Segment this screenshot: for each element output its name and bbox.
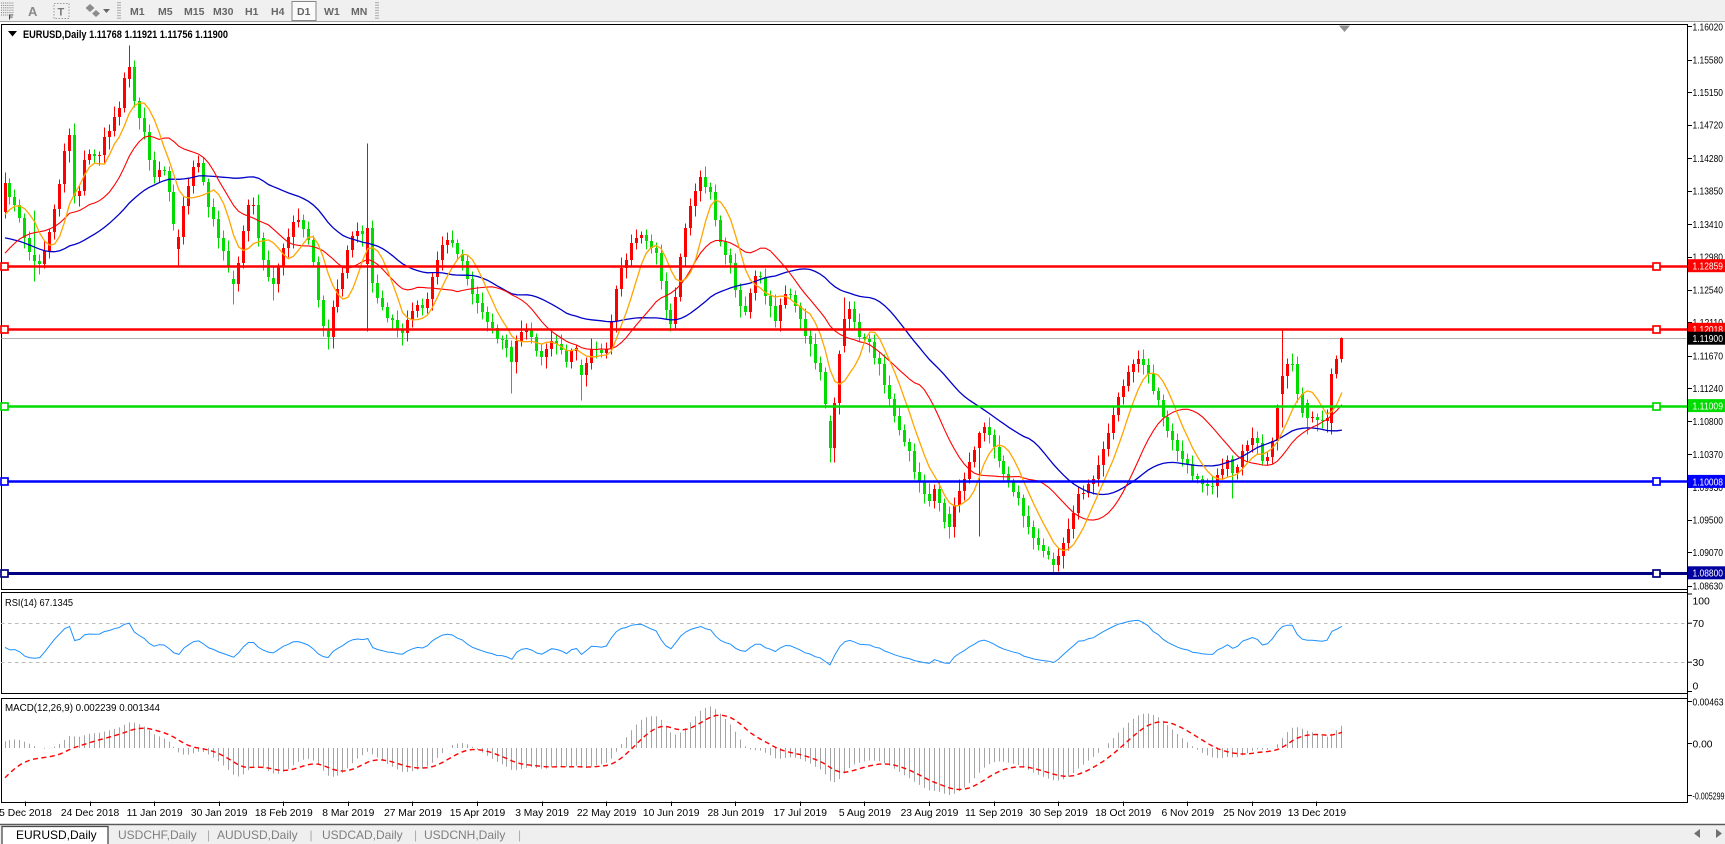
svg-text:1.10370: 1.10370	[1693, 449, 1724, 461]
svg-text:1.15580: 1.15580	[1693, 55, 1724, 67]
svg-text:1.09070: 1.09070	[1693, 547, 1724, 559]
svg-text:1.10800: 1.10800	[1693, 416, 1724, 428]
svg-text:MN: MN	[351, 6, 367, 18]
svg-text:M30: M30	[213, 6, 234, 18]
svg-text:15 Apr 2019: 15 Apr 2019	[450, 808, 506, 819]
svg-text:USDCNH,Daily: USDCNH,Daily	[424, 828, 505, 842]
svg-text:0.00: 0.00	[1693, 739, 1713, 750]
svg-text:D1: D1	[297, 6, 311, 18]
svg-text:1.08800: 1.08800	[1693, 568, 1724, 580]
svg-text:EURUSD,Daily 1.11768 1.11921: EURUSD,Daily 1.11768 1.11921 1.11756 1.1…	[23, 29, 228, 41]
svg-text:30 Jan 2019: 30 Jan 2019	[191, 808, 248, 819]
svg-text:11 Jan 2019: 11 Jan 2019	[127, 808, 183, 819]
svg-text:A: A	[28, 4, 38, 19]
svg-text:18 Oct 2019: 18 Oct 2019	[1095, 808, 1151, 819]
svg-text:27 Mar 2019: 27 Mar 2019	[384, 808, 442, 819]
svg-text:1.15150: 1.15150	[1693, 87, 1724, 99]
svg-text:23 Aug 2019: 23 Aug 2019	[901, 808, 959, 819]
svg-text:100: 100	[1693, 596, 1711, 607]
svg-text:22 May 2019: 22 May 2019	[577, 808, 637, 819]
svg-text:8 Mar 2019: 8 Mar 2019	[322, 808, 374, 819]
svg-text:5 Aug 2019: 5 Aug 2019	[839, 808, 891, 819]
svg-text:|: |	[414, 828, 417, 842]
svg-text:1.12540: 1.12540	[1693, 285, 1724, 297]
svg-text:USDCHF,Daily: USDCHF,Daily	[118, 828, 197, 842]
svg-text:1.11240: 1.11240	[1693, 383, 1724, 395]
svg-text:1.11900: 1.11900	[1693, 333, 1724, 345]
svg-text:M5: M5	[158, 6, 173, 18]
svg-text:1.08630: 1.08630	[1693, 580, 1724, 592]
svg-text:MACD(12,26,9) 0.002239 0.00134: MACD(12,26,9) 0.002239 0.001344	[5, 703, 160, 714]
svg-text:1.13850: 1.13850	[1693, 186, 1724, 198]
svg-text:1.14280: 1.14280	[1693, 153, 1724, 165]
svg-text:25 Nov 2019: 25 Nov 2019	[1223, 808, 1282, 819]
svg-text:13 Dec 2019: 13 Dec 2019	[1288, 808, 1347, 819]
svg-text:W1: W1	[324, 6, 340, 18]
svg-text:T: T	[58, 7, 65, 19]
svg-text:5 Dec 2018: 5 Dec 2018	[0, 808, 52, 819]
svg-text:1.13410: 1.13410	[1693, 219, 1724, 231]
svg-text:-0.005299: -0.005299	[1693, 791, 1725, 802]
svg-text:0.00463: 0.00463	[1693, 697, 1724, 708]
svg-text:EURUSD,Daily: EURUSD,Daily	[16, 828, 97, 842]
svg-text:RSI(14) 67.1345: RSI(14) 67.1345	[5, 598, 73, 609]
svg-text:1.11009: 1.11009	[1693, 401, 1724, 413]
svg-text:30: 30	[1693, 658, 1705, 669]
svg-text:28 Jun 2019: 28 Jun 2019	[707, 808, 764, 819]
svg-text:AUDUSD,Daily: AUDUSD,Daily	[217, 828, 298, 842]
svg-text:M15: M15	[184, 6, 205, 18]
svg-text:11 Sep 2019: 11 Sep 2019	[965, 808, 1023, 819]
svg-text:1.14720: 1.14720	[1693, 120, 1724, 132]
svg-text:30 Sep 2019: 30 Sep 2019	[1029, 808, 1088, 819]
svg-text:70: 70	[1693, 619, 1705, 630]
svg-text:1.09500: 1.09500	[1693, 515, 1724, 527]
svg-text:M1: M1	[130, 6, 145, 18]
svg-text:24 Dec 2018: 24 Dec 2018	[61, 808, 120, 819]
svg-text:3 May 2019: 3 May 2019	[515, 808, 569, 819]
svg-text:0: 0	[1693, 681, 1699, 692]
svg-text:1.10008: 1.10008	[1693, 476, 1724, 488]
svg-text:6 Nov 2019: 6 Nov 2019	[1161, 808, 1214, 819]
svg-text:|: |	[207, 828, 210, 842]
svg-text:USDCAD,Daily: USDCAD,Daily	[322, 828, 403, 842]
svg-text:10 Jun 2019: 10 Jun 2019	[643, 808, 700, 819]
svg-text:17 Jul 2019: 17 Jul 2019	[774, 808, 828, 819]
svg-text:H1: H1	[245, 6, 259, 18]
svg-text:1.16020: 1.16020	[1693, 21, 1724, 33]
svg-text:F: F	[9, 13, 14, 22]
svg-text:1.12859: 1.12859	[1693, 261, 1724, 273]
svg-text:1.11670: 1.11670	[1693, 350, 1724, 362]
svg-text:|: |	[518, 828, 521, 842]
svg-text:|: |	[310, 828, 313, 842]
svg-text:H4: H4	[271, 6, 285, 18]
svg-text:18 Feb 2019: 18 Feb 2019	[255, 808, 313, 819]
